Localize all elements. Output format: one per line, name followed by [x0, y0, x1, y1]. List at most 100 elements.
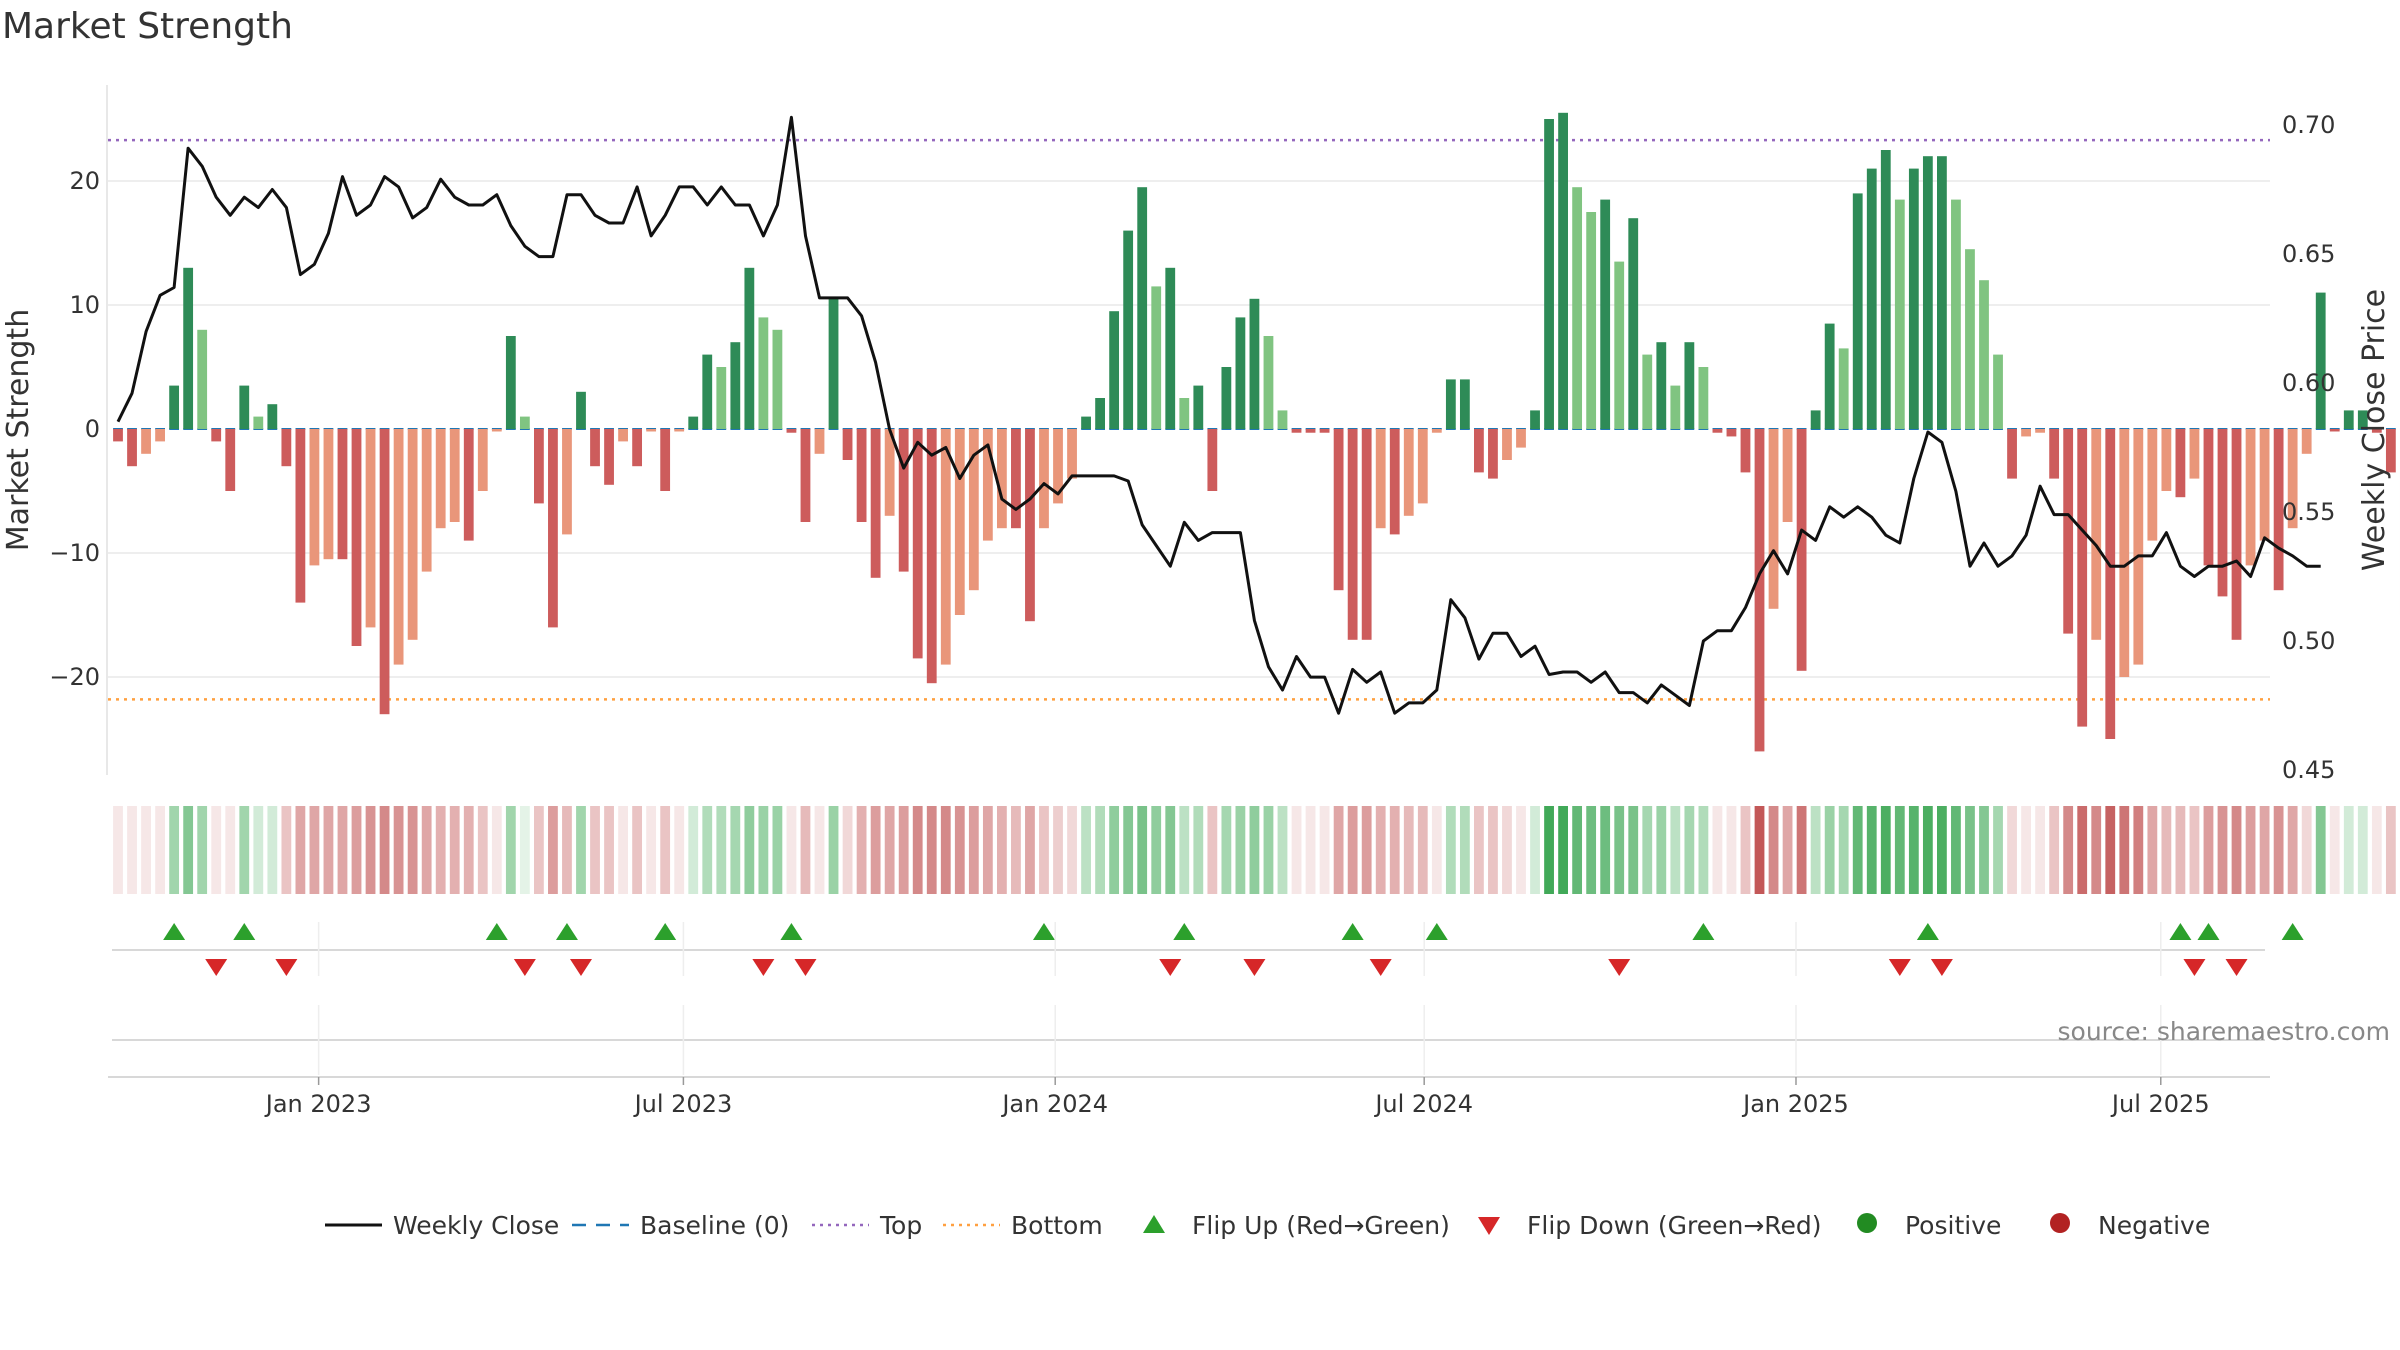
band-cell — [2357, 806, 2368, 894]
strength-bar — [968, 429, 979, 591]
band-cell — [1558, 806, 1568, 894]
band-cell — [2133, 806, 2144, 894]
band-cell — [113, 806, 123, 894]
band-cell — [1389, 806, 1400, 894]
band-cell — [323, 806, 334, 894]
band-cell — [1656, 806, 1667, 894]
strength-bar — [2091, 429, 2102, 640]
strength-bar — [2049, 429, 2060, 479]
band-cell — [1754, 806, 1765, 894]
strength-bar — [2301, 429, 2312, 454]
band-cell — [2385, 806, 2396, 894]
strength-bar — [1516, 429, 1526, 448]
band-cell — [1866, 806, 1877, 894]
band-cell — [968, 806, 979, 894]
strength-bars — [113, 112, 2400, 752]
band-cell — [562, 806, 572, 894]
band-cell — [1488, 806, 1498, 894]
y-tick-label: −10 — [49, 539, 100, 567]
strength-bar — [1403, 429, 1414, 516]
band-cell — [926, 806, 937, 894]
legend: Weekly Close Baseline (0) Top Bottom Flip Up… — [325, 1211, 2210, 1240]
band-cell — [2175, 806, 2186, 894]
flip-down-marker — [1888, 959, 1911, 976]
strength-bar — [562, 429, 572, 535]
band-cell — [2161, 806, 2172, 894]
band-cell — [1235, 806, 1246, 894]
band-cell — [2021, 806, 2031, 894]
y-tick-label: −20 — [49, 663, 100, 691]
legend-swatch — [1478, 1217, 1500, 1235]
heat-band — [113, 806, 2400, 894]
band-cell — [1684, 806, 1695, 894]
band-cell — [197, 806, 208, 894]
strength-bar — [1081, 416, 1091, 429]
band-cell — [786, 806, 797, 894]
band-cell — [127, 806, 137, 894]
band-cell — [800, 806, 811, 894]
legend-label: Negative — [2098, 1211, 2210, 1240]
strength-bar — [1431, 429, 1442, 433]
flip-up-marker — [654, 923, 677, 940]
strength-bar — [239, 385, 250, 429]
band-cell — [912, 806, 923, 894]
x-tick-label: Jan 2023 — [264, 1090, 372, 1118]
band-cell — [1123, 806, 1134, 894]
band-cell — [702, 806, 713, 894]
strength-bar — [2119, 429, 2130, 677]
flip-up-marker — [1341, 923, 1364, 940]
strength-bar — [1179, 398, 1190, 429]
strength-bar — [1600, 199, 1611, 429]
x-tick-label: Jul 2025 — [2110, 1090, 2210, 1118]
legend-label: Weekly Close — [393, 1211, 559, 1240]
strength-bar — [828, 298, 839, 429]
strength-bar — [2035, 429, 2046, 433]
strength-bar — [407, 429, 418, 640]
strength-bar — [1291, 429, 1302, 433]
band-cell — [954, 806, 965, 894]
strength-bar — [127, 429, 137, 467]
strength-bar — [1656, 342, 1667, 429]
flip-down-marker — [1243, 959, 1266, 976]
strength-bar — [309, 429, 320, 566]
legend-item: Negative — [2050, 1211, 2210, 1240]
band-cell — [1530, 806, 1540, 894]
x-tick-label: Jan 2025 — [1741, 1090, 1849, 1118]
flip-up-marker — [1425, 923, 1448, 940]
strength-bar — [155, 429, 165, 442]
band-cell — [2371, 806, 2382, 894]
strength-bar — [2021, 429, 2031, 437]
strength-bar — [2273, 429, 2284, 591]
band-cell — [2301, 806, 2312, 894]
band-cell — [1670, 806, 1681, 894]
y2-tick-label: 0.65 — [2282, 240, 2335, 268]
band-cell — [2119, 806, 2130, 894]
strength-bar — [2007, 429, 2017, 479]
strength-bar — [534, 429, 544, 504]
band-cell — [828, 806, 839, 894]
band-cell — [1053, 806, 1063, 894]
band-cell — [141, 806, 151, 894]
strength-bar — [1754, 429, 1765, 752]
strength-bar — [169, 385, 180, 429]
strength-bar — [1053, 429, 1063, 504]
strength-bar — [1684, 342, 1695, 429]
strength-bar — [1866, 168, 1877, 429]
strength-bar — [463, 429, 474, 541]
band-cell — [463, 806, 474, 894]
legend-item: Positive — [1857, 1211, 2001, 1240]
strength-bar — [1993, 354, 2003, 429]
strength-bar — [1614, 261, 1625, 429]
flip-down-marker — [2225, 959, 2248, 976]
flip-up-marker — [780, 923, 803, 940]
band-cell — [1165, 806, 1176, 894]
strength-bar — [1488, 429, 1498, 479]
strength-bar — [393, 429, 404, 665]
band-cell — [1628, 806, 1639, 894]
strength-bar — [1502, 429, 1512, 460]
strength-bar — [1712, 429, 1723, 433]
flip-down-marker — [794, 959, 817, 976]
strength-bar — [519, 416, 530, 429]
strength-bar — [870, 429, 881, 578]
